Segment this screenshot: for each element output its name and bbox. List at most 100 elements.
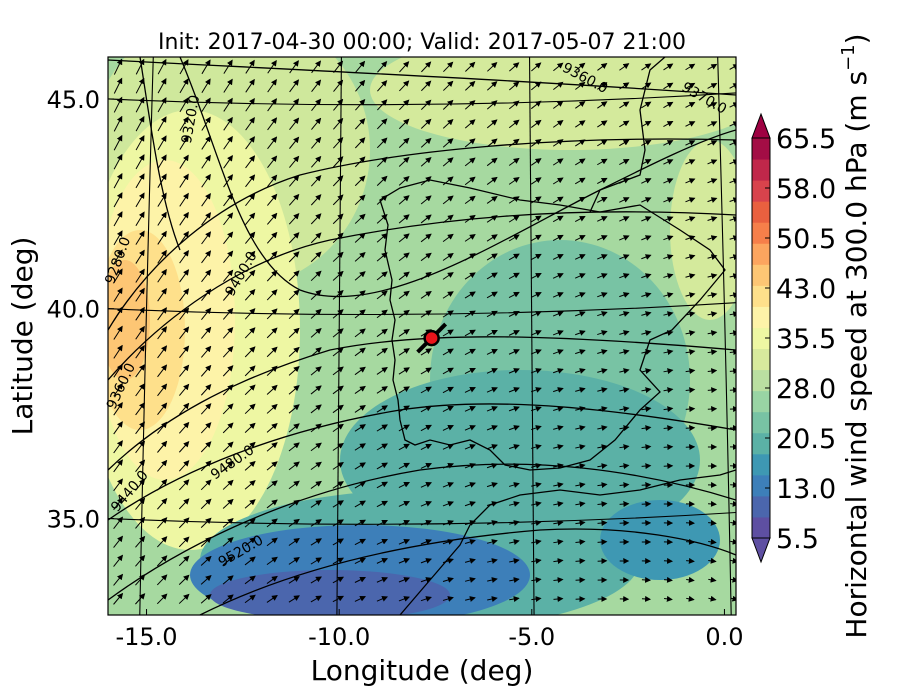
wind-vector-arrow [707,216,718,222]
wind-vector-arrow [442,463,454,469]
wind-vector-arrow [200,422,212,434]
wind-vector-arrow [178,498,190,510]
wind-vector-arrow [135,230,145,245]
wind-vector-arrow [223,116,233,131]
wind-vector-arrow [398,328,410,337]
wind-vector-arrow [420,444,432,450]
colorbar-tick-label: 5.5 [776,524,819,555]
wind-vector-arrow [244,537,256,547]
wind-vector-arrow [310,595,322,603]
wind-vector-arrow [266,384,278,395]
wind-vector-arrow [530,196,542,204]
wind-vector-arrow [421,80,432,92]
wind-vector-arrow [266,499,278,509]
wind-vector-arrow [310,557,322,565]
wind-vector-arrow [685,330,696,337]
wind-vector-arrow [223,97,233,112]
wind-vector-arrow [685,159,696,165]
wind-vector-arrow [707,330,718,337]
wind-vector-arrow [310,251,322,263]
wind-vector-arrow [288,346,300,357]
wind-vector-arrow [398,405,410,413]
wind-vector-arrow [288,576,300,584]
wind-vector-arrow [508,482,520,488]
wind-vector-arrow [245,193,256,207]
colorbar-segment [752,243,770,265]
wind-vector-arrow [179,230,189,245]
wind-vector-arrow [376,443,388,451]
wind-vector-arrow [552,368,564,374]
wind-vector-arrow [685,273,696,279]
wind-vector-arrow [135,535,146,548]
wind-vector-arrow [442,501,454,507]
wind-vector-arrow [310,175,322,187]
wind-vector-arrow [663,406,674,413]
wind-vector-arrow [464,348,476,356]
wind-vector-arrow [486,157,498,167]
wind-vector-arrow [729,64,736,70]
wind-vector-arrow [619,482,630,489]
wind-vector-arrow [530,349,542,355]
wind-vector-arrow [530,234,542,242]
wind-vector-arrow [420,558,432,564]
colorbar-segment [752,201,770,223]
wind-vector-arrow [464,291,476,299]
wind-vector-arrow [376,99,388,111]
wind-vector-arrow [730,576,736,583]
wind-vector-arrow [332,175,344,187]
wind-vector-arrow [332,156,344,168]
wind-vector-arrow [376,175,388,186]
colorbar-segment [752,474,770,497]
wind-vector-arrow [157,287,167,302]
wind-vector-arrow [509,62,520,72]
wind-vector-arrow [376,481,388,489]
wind-vector-arrow [420,501,432,507]
wind-vector-arrow [157,116,167,132]
wind-vector-arrow [201,269,212,283]
wind-vector-arrow [707,311,718,318]
wind-vector-arrow [245,212,256,225]
wind-vector-arrow [552,158,564,166]
location-marker [416,322,448,354]
wind-vector-arrow [135,459,146,472]
wind-vector-arrow [553,482,564,488]
wind-vector-arrow [310,404,322,414]
wind-vector-arrow [531,444,542,450]
colorbar-segment [752,369,770,392]
colorbar-segment [752,390,770,413]
wind-vector-arrow [663,349,674,356]
wind-vector-arrow [575,444,586,450]
wind-vector-arrow [201,97,211,112]
wind-vector-arrow [730,481,736,488]
wind-vector-arrow [663,311,674,317]
wind-vector-arrow [332,423,344,433]
wind-vector-arrow [464,463,476,469]
wind-vector-arrow [157,211,167,226]
wind-vector-arrow [222,441,234,453]
wind-vector-arrow [663,254,674,260]
x-tick-label: -10.0 [308,623,370,651]
wind-vector-arrow [619,406,630,413]
wind-vector-arrow [420,405,432,413]
wind-vector-arrow [597,349,608,355]
wind-vector-arrow [311,79,322,93]
wind-vector-arrow [442,577,454,583]
wind-vector-arrow [508,100,520,110]
wind-vector-arrow [200,555,212,566]
map-frame [107,56,737,616]
wind-vector-arrow [641,387,652,394]
wind-vector-arrow [157,383,168,397]
wind-vector-arrow [223,212,234,226]
wind-vector-arrow [575,425,586,431]
wind-vector-arrow [420,195,432,205]
wind-vector-arrow [398,290,410,300]
wind-vector-arrow [464,501,476,507]
wind-vector-arrow [244,403,256,415]
colorbar-segment [752,159,770,181]
wind-vector-arrow [332,442,344,451]
wind-vector-arrow [135,211,145,226]
wind-vector-arrow [619,520,630,527]
wind-vector-arrow [574,196,586,204]
wind-vector-arrow [553,62,564,72]
wind-vector-arrow [531,520,542,526]
